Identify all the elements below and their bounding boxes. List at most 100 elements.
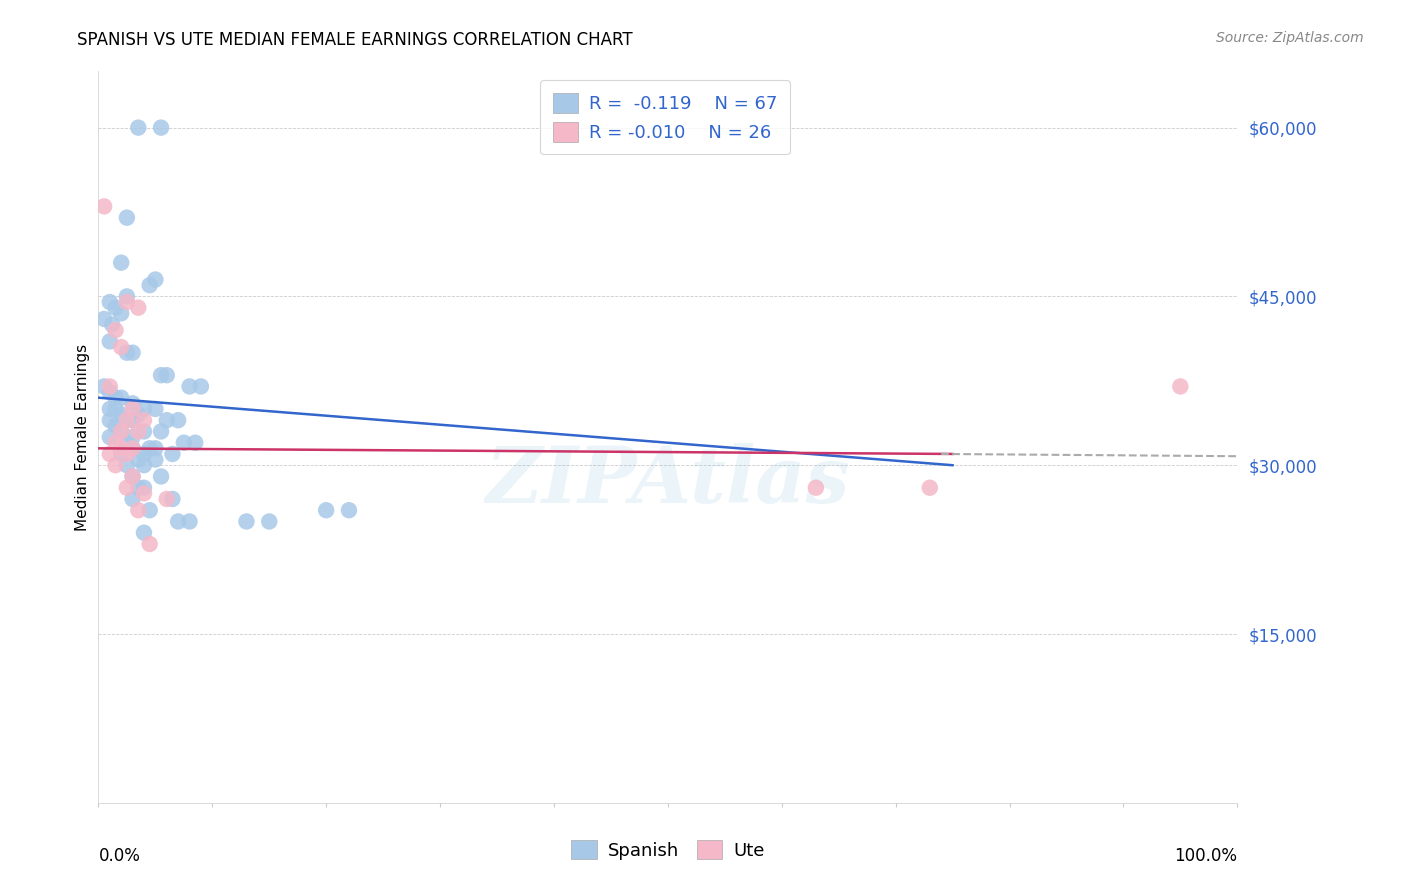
Point: [138, 503, 160, 517]
Point: [121, 442, 143, 456]
Point: [121, 442, 143, 456]
Point: [110, 306, 132, 320]
Point: [115, 289, 138, 303]
Point: [98, 401, 121, 416]
Point: [115, 481, 138, 495]
Point: [918, 481, 941, 495]
Point: [127, 503, 149, 517]
Point: [104, 418, 127, 433]
Point: [132, 447, 155, 461]
Point: [110, 425, 132, 439]
Point: [167, 515, 190, 529]
Point: [179, 515, 201, 529]
Point: [132, 525, 155, 540]
Point: [184, 435, 207, 450]
Point: [150, 425, 173, 439]
Point: [110, 442, 132, 456]
Point: [1170, 379, 1192, 393]
Point: [167, 413, 190, 427]
Point: [162, 447, 184, 461]
Point: [104, 391, 127, 405]
Point: [804, 481, 827, 495]
Point: [104, 301, 127, 315]
Point: [121, 396, 143, 410]
Point: [162, 491, 184, 506]
Point: [121, 401, 143, 416]
Point: [110, 340, 132, 354]
Point: [156, 491, 179, 506]
Point: [115, 211, 138, 225]
Point: [121, 430, 143, 444]
Point: [101, 318, 124, 332]
Point: [110, 425, 132, 439]
Point: [138, 537, 160, 551]
Text: ZIPAtlas: ZIPAtlas: [485, 442, 851, 519]
Text: SPANISH VS UTE MEDIAN FEMALE EARNINGS CORRELATION CHART: SPANISH VS UTE MEDIAN FEMALE EARNINGS CO…: [77, 31, 633, 49]
Point: [110, 255, 132, 269]
Point: [93, 379, 115, 393]
Point: [98, 413, 121, 427]
Point: [98, 334, 121, 349]
Point: [98, 447, 121, 461]
Point: [93, 199, 115, 213]
Point: [127, 120, 149, 135]
Point: [132, 481, 155, 495]
Point: [121, 469, 143, 483]
Point: [127, 301, 149, 315]
Point: [104, 401, 127, 416]
Point: [104, 323, 127, 337]
Point: [132, 486, 155, 500]
Point: [98, 430, 121, 444]
Point: [337, 503, 360, 517]
Point: [115, 345, 138, 359]
Point: [110, 447, 132, 461]
Point: [138, 278, 160, 293]
Point: [179, 379, 201, 393]
Text: 100.0%: 100.0%: [1174, 847, 1237, 864]
Point: [110, 391, 132, 405]
Point: [150, 469, 173, 483]
Point: [104, 458, 127, 473]
Point: [104, 435, 127, 450]
Point: [121, 413, 143, 427]
Point: [235, 515, 257, 529]
Point: [98, 385, 121, 400]
Point: [127, 425, 149, 439]
Point: [115, 295, 138, 310]
Point: [115, 435, 138, 450]
Point: [138, 442, 160, 456]
Legend: Spanish, Ute: Spanish, Ute: [564, 832, 772, 867]
Point: [132, 413, 155, 427]
Point: [145, 442, 167, 456]
Point: [115, 447, 138, 461]
Point: [259, 515, 281, 529]
Point: [145, 272, 167, 286]
Point: [132, 458, 155, 473]
Point: [132, 401, 155, 416]
Point: [132, 425, 155, 439]
Point: [156, 413, 179, 427]
Point: [98, 295, 121, 310]
Point: [115, 413, 138, 427]
Y-axis label: Median Female Earnings: Median Female Earnings: [75, 343, 90, 531]
Point: [127, 408, 149, 422]
Point: [110, 408, 132, 422]
Point: [190, 379, 212, 393]
Point: [115, 458, 138, 473]
Text: 0.0%: 0.0%: [98, 847, 141, 864]
Point: [150, 120, 173, 135]
Point: [145, 401, 167, 416]
Point: [145, 452, 167, 467]
Point: [121, 345, 143, 359]
Point: [127, 452, 149, 467]
Point: [98, 379, 121, 393]
Point: [156, 368, 179, 383]
Text: Source: ZipAtlas.com: Source: ZipAtlas.com: [1216, 31, 1364, 45]
Point: [121, 491, 143, 506]
Point: [115, 413, 138, 427]
Point: [315, 503, 337, 517]
Point: [150, 368, 173, 383]
Point: [121, 469, 143, 483]
Point: [173, 435, 195, 450]
Point: [127, 481, 149, 495]
